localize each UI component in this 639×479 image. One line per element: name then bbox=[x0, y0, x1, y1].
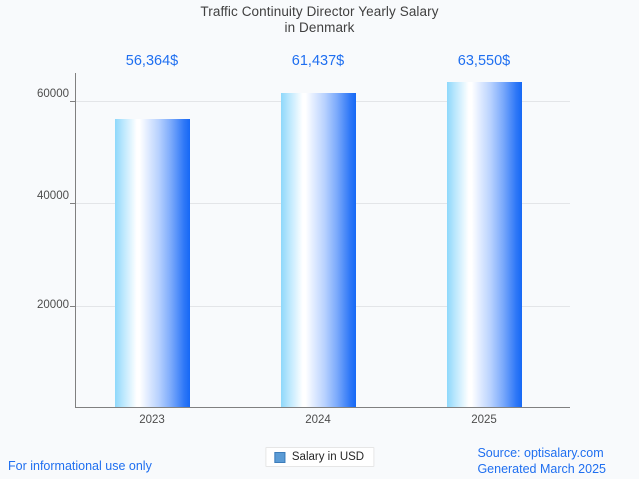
legend-swatch-icon bbox=[273, 451, 285, 463]
source-label: Source: optisalary.com bbox=[477, 446, 604, 460]
bar-value-label-2024: 61,437$ bbox=[291, 53, 345, 69]
x-axis-tick-label-2025: 2025 bbox=[471, 414, 497, 426]
generated-date-label: Generated March 2025 bbox=[477, 462, 606, 476]
y-axis-tick-label-20000: 20000 bbox=[37, 299, 69, 311]
bar-2025[interactable] bbox=[447, 81, 522, 407]
chart-title-line-1: Traffic Continuity Director Yearly Salar… bbox=[200, 4, 439, 19]
chart-title: Traffic Continuity Director Yearly Salar… bbox=[0, 4, 639, 36]
y-axis-tick-label-40000: 40000 bbox=[37, 190, 69, 202]
y-axis-tick-label-60000: 60000 bbox=[37, 88, 69, 100]
bar-2023[interactable] bbox=[115, 118, 190, 407]
bar-value-label-2023: 56,364$ bbox=[125, 53, 179, 69]
bar-2024[interactable] bbox=[281, 92, 356, 407]
y-axis-spine bbox=[75, 73, 76, 408]
x-axis-spine bbox=[75, 407, 570, 408]
informational-use-note: For informational use only bbox=[8, 459, 152, 473]
x-axis-tick-label-2023: 2023 bbox=[139, 414, 165, 426]
y-axis-tick-60000 bbox=[70, 101, 75, 103]
plot-area bbox=[70, 73, 570, 408]
y-axis-tick-20000 bbox=[70, 305, 75, 307]
legend-item-label: Salary in USD bbox=[291, 451, 365, 463]
source-attribution: Source: optisalary.com Generated March 2… bbox=[477, 445, 606, 477]
chart-legend[interactable]: Salary in USD bbox=[264, 447, 375, 467]
x-axis-tick-label-2024: 2024 bbox=[305, 414, 331, 426]
chart-title-line-2: in Denmark bbox=[284, 20, 355, 35]
y-axis-tick-40000 bbox=[70, 203, 75, 205]
bar-value-label-2025: 63,550$ bbox=[457, 53, 511, 69]
